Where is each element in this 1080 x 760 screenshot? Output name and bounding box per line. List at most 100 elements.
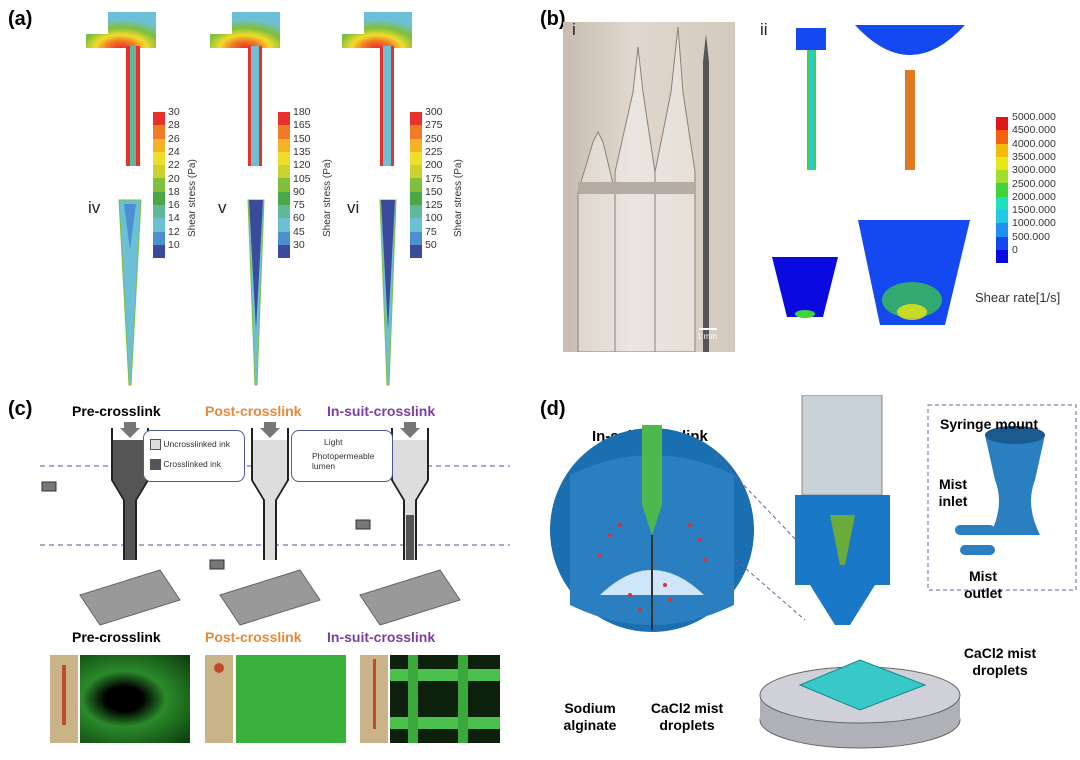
colorbar-swatch [278,138,290,152]
colorbar-tick: 12 [168,225,180,238]
colorbar-tick: 16 [168,199,180,212]
colorbar-swatch [996,117,1008,131]
colorbar-swatch [278,231,290,245]
colorbar-swatch [278,244,290,259]
panel-a-label: (a) [8,8,33,30]
colorbar-swatch [153,178,165,192]
colorbar-swatch [996,130,1008,144]
colorbar-tick: 14 [168,212,180,225]
colorbar-tick: 2500.000 [1012,177,1056,190]
label-syringe-mount: Syringe mount [940,416,1039,432]
colorbar-swatch [410,191,422,206]
colorbar-tick: 28 [168,119,180,132]
colorbar-swatch [278,112,290,126]
colorbar-swatch [153,125,165,139]
cone-sim-vi [379,199,397,386]
colorbar-swatch [996,183,1008,197]
colorbar-tick: 135 [293,145,311,158]
colorbar-tick: 30 [293,239,305,251]
colorbar-tick: 45 [293,225,305,238]
colorbar-tick: 275 [425,119,443,132]
colorbar-swatch [410,138,422,152]
colorbar-tick: 2000.000 [1012,190,1056,203]
panel-d-label: (d) [540,398,566,420]
colorbar-tick: 90 [293,185,305,198]
colorbar-tick: 20 [168,172,180,185]
nozzle-sim-ii [210,12,280,166]
colorbar-swatch [996,210,1008,224]
photo-post-droplet [205,655,233,743]
colorbar-title: Shear stress (Pa) [322,159,333,237]
colorbar-swatch [153,244,165,259]
fluorescence-pre [80,655,190,743]
colorbar-tick: 0 [1012,244,1018,256]
title-pre-crosslink: Pre-crosslink [72,403,161,419]
colorbar-swatch [996,236,1008,250]
in-suit-crosslink-device [550,395,1077,749]
cone-sim-iv [118,199,142,386]
colorbar-tick: 60 [293,212,305,225]
colorbar-tick: 125 [425,199,443,212]
colorbar-swatch [153,165,165,179]
legend-uncrosslinked: Uncrosslinked ink [150,439,230,451]
colorbar-swatch [410,112,422,126]
colorbar-swatch [278,151,290,166]
colorbar-tick: 180 [293,106,311,118]
colorbar-tick: 3500.000 [1012,150,1056,163]
colorbar-swatch [996,196,1008,211]
light-icons [41,481,371,570]
colorbar-tick: 10 [168,239,180,251]
colorbar-swatch [278,205,290,219]
ink-legend: Uncrosslinked ink Crosslinked ink [143,430,245,482]
light-legend: Light Photopermeable lumen [291,430,393,482]
nozzle-sim-i [86,12,156,166]
title-in-suit-crosslink-2: In-suit-crosslink [327,629,436,645]
colorbar-swatch [410,151,422,166]
colorbar-tick: 225 [425,145,443,158]
photo-insuit-filament [360,655,388,743]
nozzle-sim-iii [342,12,412,166]
colorbar-swatch [278,218,290,232]
colorbar-tick: 4500.000 [1012,124,1056,137]
colorbar-tick: 4000.000 [1012,137,1056,150]
colorbar-tick: 120 [293,159,311,172]
colorbar [996,117,1008,264]
colorbar-swatch [153,191,165,206]
subpanel-b-ii: ii [760,20,768,39]
nozzle-photo: 1 mm [563,22,735,353]
colorbar-swatch [996,143,1008,157]
colorbar-swatch [153,231,165,245]
nozzle-post [251,422,289,560]
colorbar-tick: 300 [425,106,443,118]
colorbar-tick: 250 [425,132,443,145]
label-cacl2-mist-droplets: CaCl2 mist droplets [650,700,724,733]
subpanel-a-vi: vi [347,198,360,217]
nozzle-pre [111,422,149,560]
legend-lumen: Photopermeable lumen [312,451,375,471]
colorbar-tick: 100 [425,212,443,225]
label-mist-outlet: Mist outlet [963,568,1003,601]
colorbar-tick: 75 [293,199,305,212]
crosslink-schematic [40,422,510,626]
colorbar-tick: 1500.000 [1012,204,1056,217]
colorbar-swatch [153,112,165,126]
colorbar-title: Shear stress (Pa) [187,159,198,237]
panel-c-label: (c) [8,398,33,420]
colorbar-swatch [996,223,1008,237]
title-post-crosslink: Post-crosslink [205,403,302,419]
colorbar-tick: 5000.000 [1012,111,1056,123]
colorbar-tick: 200 [425,159,443,172]
colorbar-tick: 24 [168,145,180,158]
colorbar-tick: 1000.000 [1012,217,1056,230]
colorbar-tick: 18 [168,185,180,198]
colorbar-tick: 150 [293,132,311,145]
scale-bar-label: 1 mm [697,332,717,341]
colorbar-swatch [153,151,165,166]
colorbar-tick: 175 [425,172,443,185]
nozzle-insuit [391,422,429,560]
colorbar-swatch [153,218,165,232]
colorbar-swatch [996,249,1008,264]
label-sodium-alginate: Sodium alginate [563,700,617,733]
colorbar-swatch [410,244,422,259]
photo-pre-filament [50,655,78,743]
